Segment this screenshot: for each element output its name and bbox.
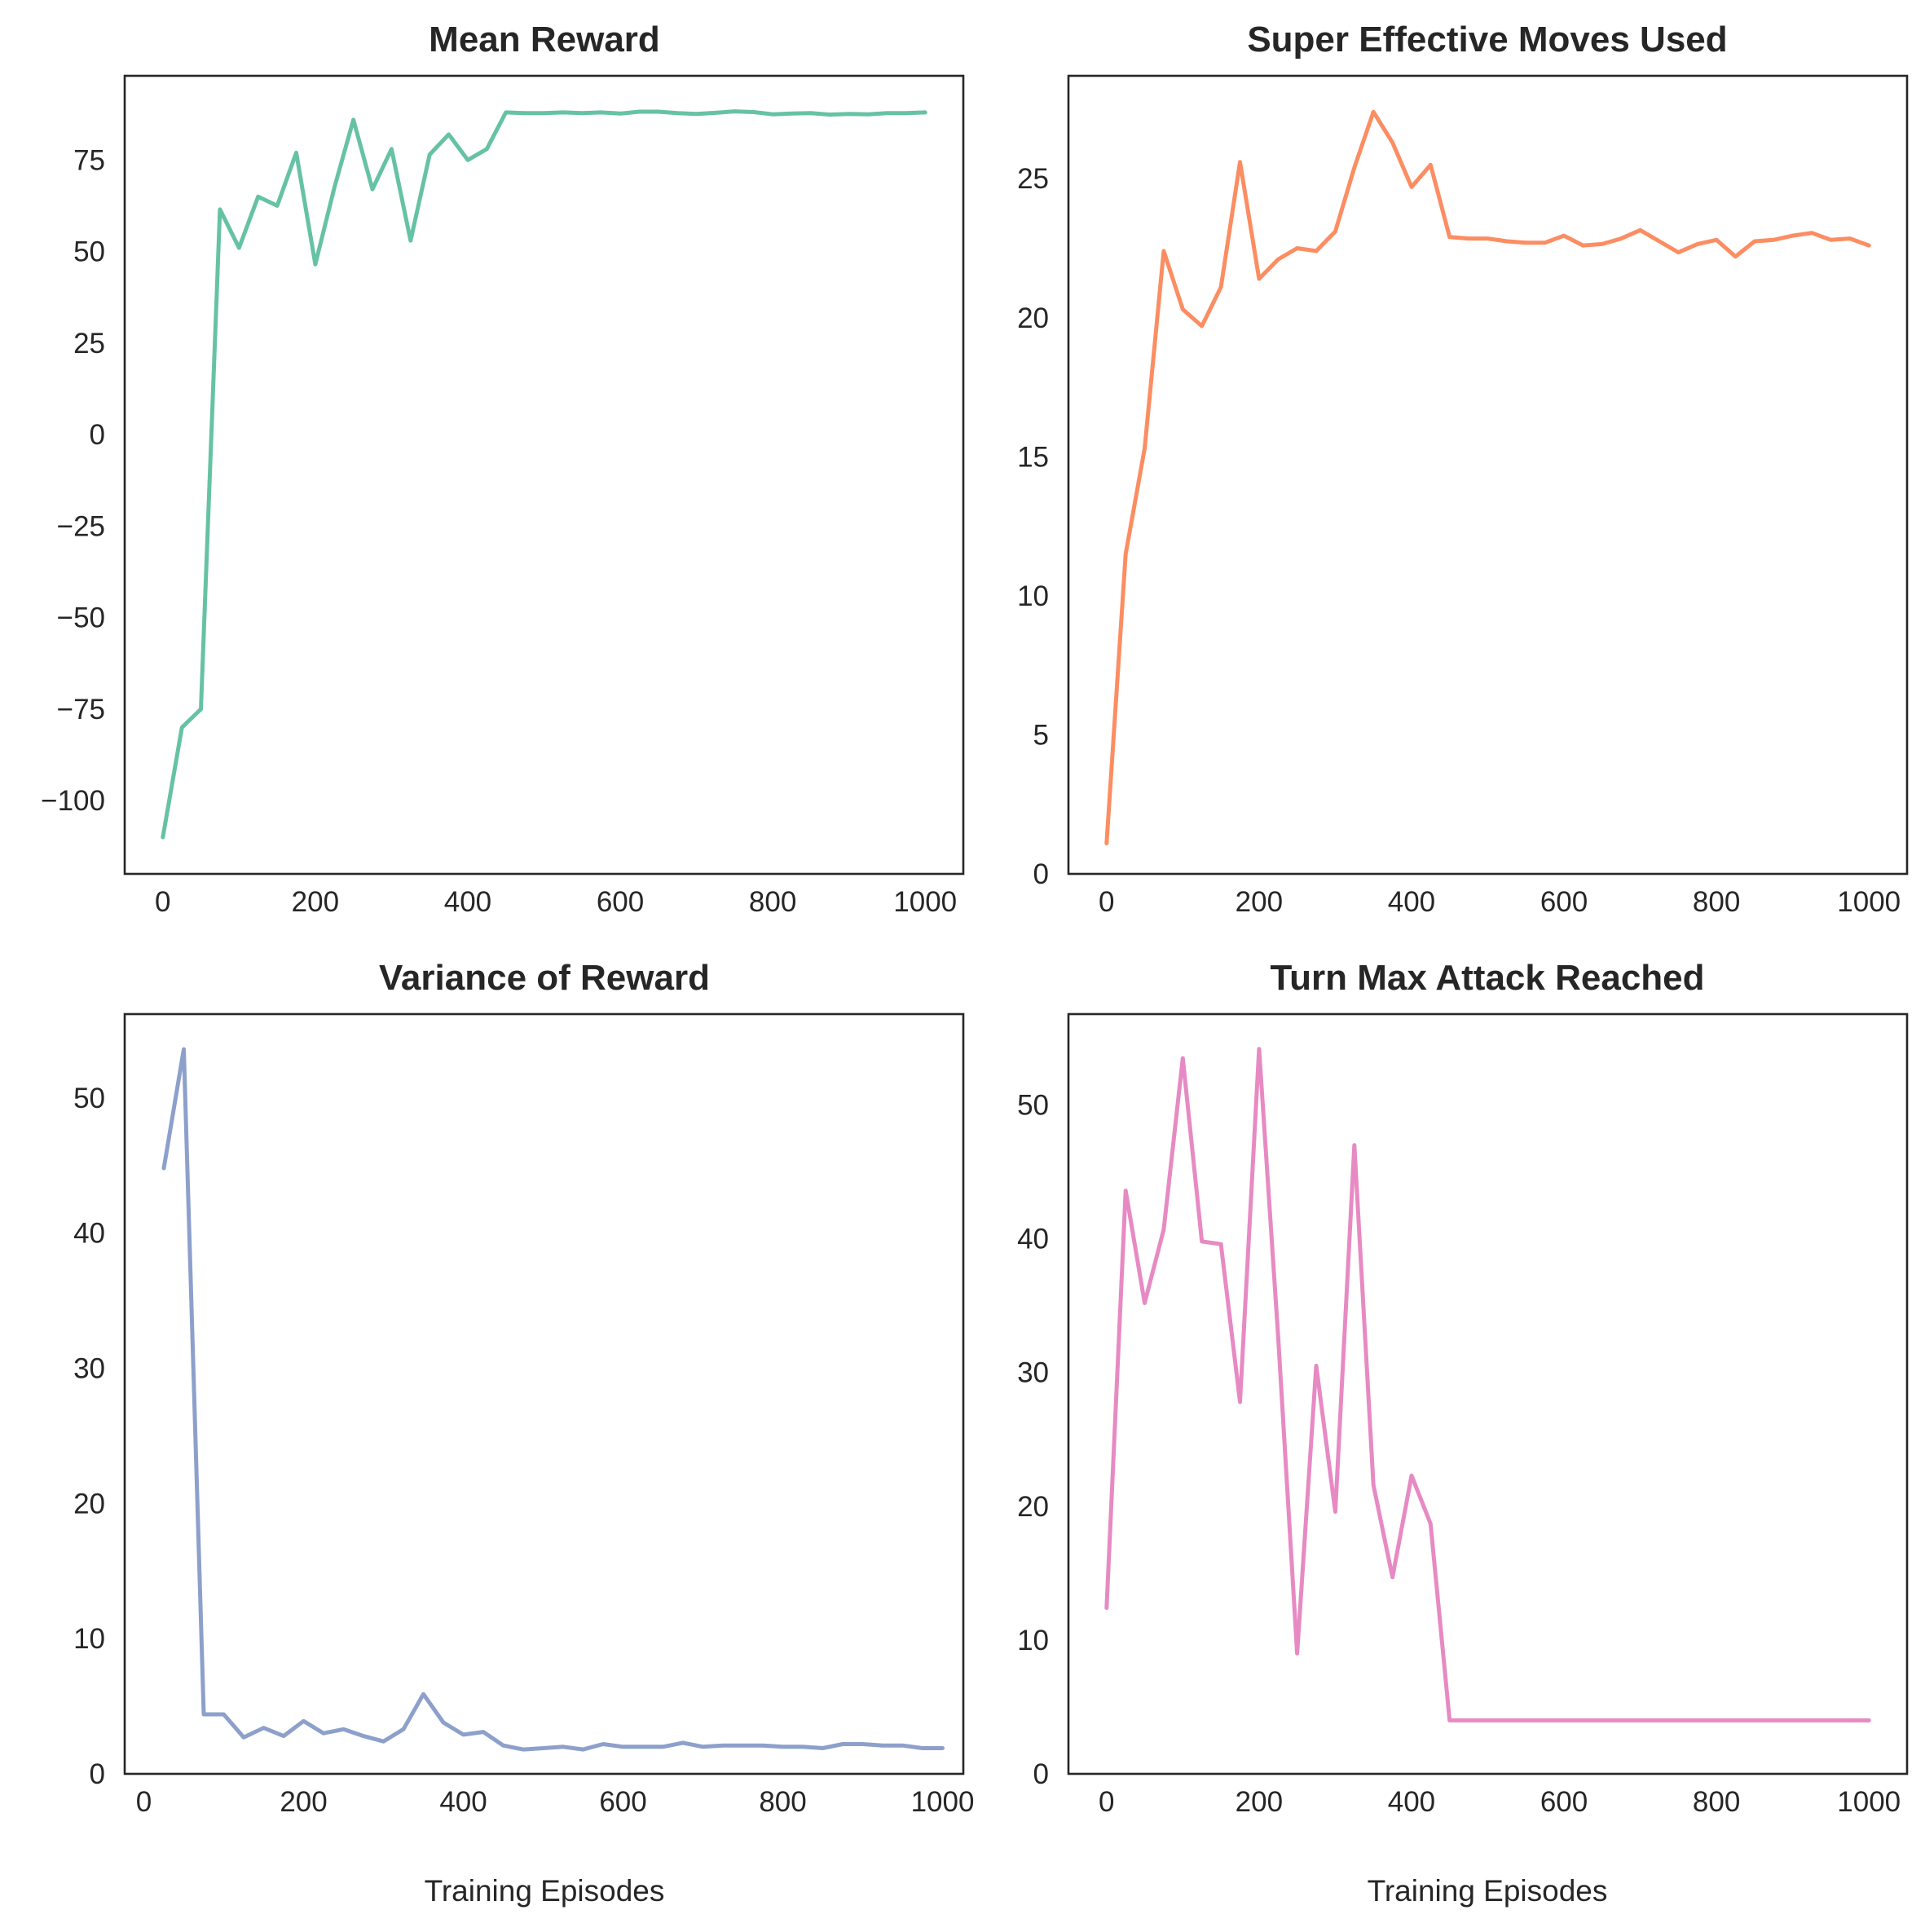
y-tick-label: 30: [1017, 1357, 1049, 1389]
x-tick-label: 200: [1236, 1786, 1283, 1818]
panel-title: Super Effective Moves Used: [1247, 20, 1727, 60]
y-tick-label: 20: [73, 1488, 105, 1520]
x-tick-label: 600: [599, 1786, 646, 1818]
super-effective-moves-panel: Super Effective Moves Used 0 200 400 600 800…: [1017, 20, 1909, 918]
y-tick-label: 0: [1033, 858, 1049, 890]
y-tick-label: 75: [73, 144, 105, 176]
panel-title: Mean Reward: [429, 20, 660, 60]
x-tick-label: 400: [439, 1786, 487, 1818]
x-tick-label: 1000: [1837, 886, 1901, 918]
series-line: [1104, 109, 1871, 845]
x-axis-label: Training Episodes: [1368, 1874, 1608, 1908]
x-tick-label: 800: [749, 886, 796, 918]
y-tick-label: 15: [1017, 441, 1049, 473]
mean-reward-panel: Mean Reward 0 200 400 600 800 1000 −100 −75 −50 −…: [41, 20, 965, 918]
x-tick-label: 600: [1540, 1786, 1588, 1818]
series-line: [1104, 1047, 1871, 1722]
x-tick-label: 800: [1693, 886, 1740, 918]
y-tick-label: 50: [1017, 1090, 1049, 1122]
x-tick-label: 600: [1540, 886, 1588, 918]
y-tick-label: 25: [1017, 163, 1049, 195]
panel-title: Variance of Reward: [379, 958, 710, 998]
x-tick-label: 1000: [911, 1786, 975, 1818]
y-tick-label: 40: [1017, 1224, 1049, 1255]
y-tick-label: 20: [1017, 1491, 1049, 1523]
y-tick-label: 25: [73, 328, 105, 359]
x-tick-label: 400: [444, 886, 491, 918]
variance-of-reward-panel: Variance of Reward Training Episodes 0 20…: [73, 958, 974, 1908]
y-tick-label: 30: [73, 1352, 105, 1384]
plot-frame: [123, 1012, 965, 1775]
x-tick-label: 800: [759, 1786, 806, 1818]
y-tick-label: −75: [57, 694, 105, 726]
y-tick-label: 10: [1017, 580, 1049, 612]
y-tick-label: 20: [1017, 302, 1049, 334]
y-tick-label: −25: [57, 510, 105, 542]
series-line: [161, 1047, 945, 1752]
series-line: [161, 109, 927, 840]
x-tick-label: 800: [1693, 1786, 1740, 1818]
x-tick-label: 1000: [893, 886, 957, 918]
y-tick-label: 10: [73, 1623, 105, 1655]
x-tick-label: 200: [280, 1786, 327, 1818]
plot-frame: [1067, 1012, 1909, 1775]
y-tick-label: 10: [1017, 1625, 1049, 1656]
plot-frame: [1067, 74, 1909, 876]
y-tick-label: 50: [73, 236, 105, 268]
y-tick-label: 50: [73, 1083, 105, 1114]
y-tick-label: 0: [1033, 1758, 1049, 1790]
turn-max-attack-panel: Turn Max Attack Reached Training Episode…: [1017, 958, 1909, 1908]
x-axis-label: Training Episodes: [425, 1874, 665, 1908]
y-tick-label: 0: [90, 1758, 105, 1790]
x-tick-label: 600: [597, 886, 644, 918]
x-tick-label: 0: [136, 1786, 152, 1818]
x-tick-label: 200: [1236, 886, 1283, 918]
y-tick-label: −100: [41, 785, 105, 817]
x-tick-label: 1000: [1837, 1786, 1901, 1818]
y-tick-label: 0: [90, 419, 105, 451]
x-tick-label: 0: [155, 886, 170, 918]
x-tick-label: 400: [1388, 1786, 1435, 1818]
x-tick-label: 0: [1099, 886, 1114, 918]
x-tick-label: 0: [1099, 1786, 1114, 1818]
plot-frame: [123, 74, 965, 876]
x-tick-label: 400: [1388, 886, 1435, 918]
panel-title: Turn Max Attack Reached: [1270, 958, 1704, 998]
y-tick-label: −50: [57, 602, 105, 634]
y-tick-label: 5: [1033, 719, 1049, 751]
x-tick-label: 200: [292, 886, 339, 918]
y-tick-label: 40: [73, 1218, 105, 1250]
